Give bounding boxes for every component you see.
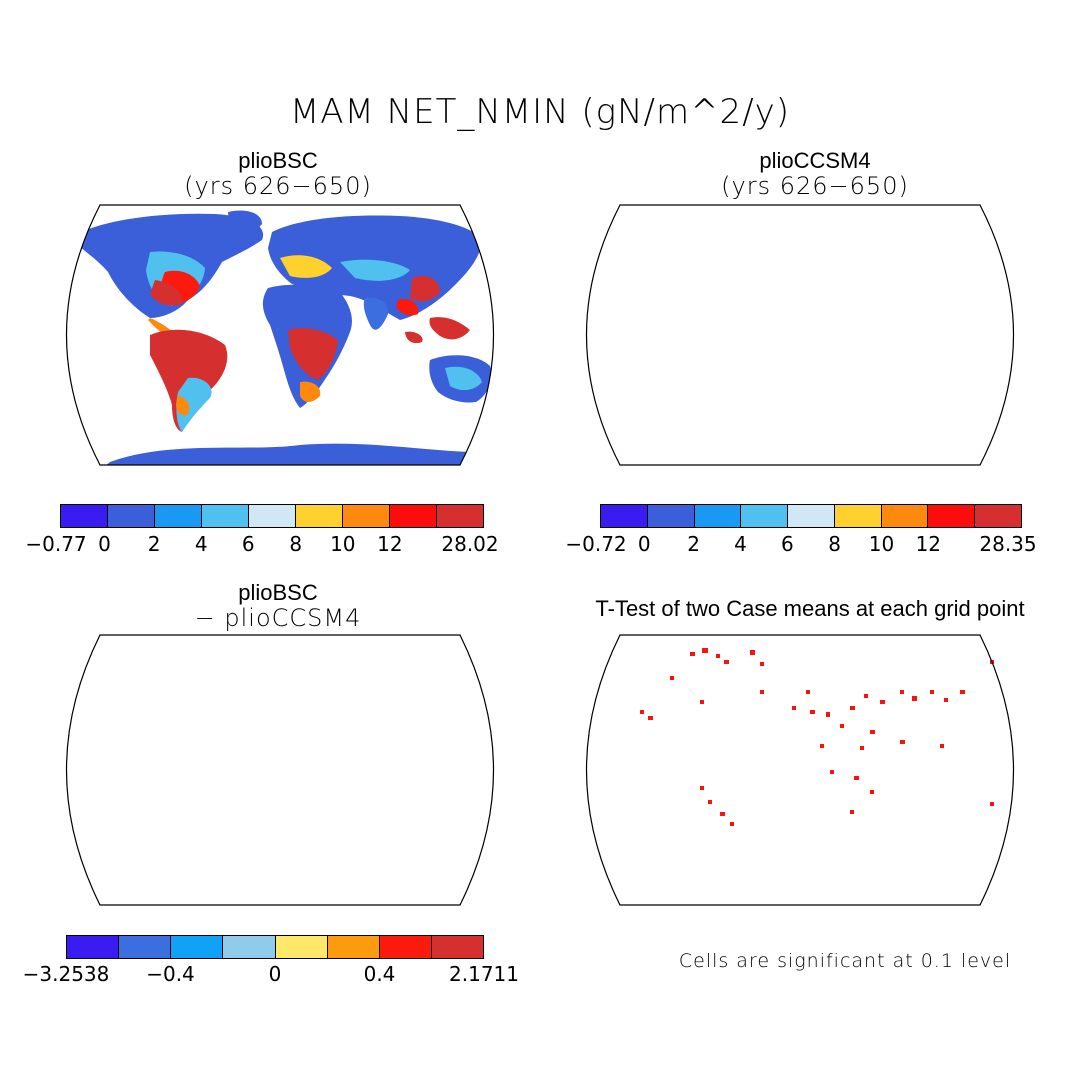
colorbar-tick-label: 0.4: [363, 962, 396, 986]
north-america-outline: [590, 644, 783, 748]
colorbar-tick-label: −3.2538: [22, 962, 110, 986]
colorbar-tick-label: 8: [289, 532, 303, 556]
colorbar-tick-label: 0: [637, 532, 651, 556]
colorbar-swatch: [343, 505, 390, 527]
map-outline: [65, 634, 495, 906]
antarctica-land: [100, 443, 470, 465]
colorbar-tick-label: 10: [868, 532, 895, 556]
panel-subtitle-bottom-left: − plioCCSM4: [194, 604, 362, 632]
antarctica-outline: [630, 874, 990, 892]
colorbar-swatch: [171, 936, 224, 958]
significant-cells: [640, 648, 994, 826]
colorbar-tick-label: 2: [687, 532, 701, 556]
colorbar-swatch: [834, 505, 882, 527]
panel-subtitle-top-right: (yrs 626−650): [721, 172, 909, 200]
australia-outline: [949, 785, 1011, 832]
colorbar-swatch: [327, 936, 380, 958]
colorbar-swatch: [67, 936, 120, 958]
colorbar-tick-label: 12: [915, 532, 942, 556]
figure-title: MAM NET_NMIN (gN/m^2/y): [289, 92, 791, 132]
colorbar-swatch: [119, 936, 172, 958]
colorbar-swatch: [108, 505, 155, 527]
colorbar-swatch: [379, 936, 432, 958]
colorbar-swatch: [390, 505, 437, 527]
map-outline: [66, 204, 494, 466]
colorbar-swatch: [275, 936, 328, 958]
eurasia-outline: [788, 646, 1002, 750]
colorbar-tick-label: 6: [241, 532, 255, 556]
south-america-outline: [670, 760, 747, 862]
colorbar-tick-label: 28.02: [441, 532, 499, 556]
colorbar-tick-label: 10: [330, 532, 356, 556]
colorbar-swatch: [928, 505, 976, 527]
colorbar-top-right: [600, 504, 1022, 528]
colorbar-tick-label: −0.72: [565, 532, 627, 556]
colorbar-tick-label: 28.35: [979, 532, 1037, 556]
panel-title-bottom-right: T-Test of two Case means at each grid po…: [595, 596, 1025, 621]
map-outline: [586, 204, 1014, 466]
colorbar-swatch: [788, 505, 835, 527]
colorbar-tick-label: 4: [194, 532, 208, 556]
colorbar-tick-label: 4: [734, 532, 747, 556]
colorbar-bottom-left: [66, 935, 484, 959]
colorbar-tick-label: 12: [377, 532, 403, 556]
colorbar-tick-label: 6: [780, 532, 794, 556]
greenland-land: [228, 210, 262, 235]
colorbar-swatch: [431, 936, 483, 958]
colorbar-tick-label: 2.1711: [449, 962, 519, 986]
colorbar-swatch: [694, 505, 742, 527]
colorbar-swatch: [881, 505, 929, 527]
panel-subtitle-top-left: (yrs 626−650): [184, 172, 372, 200]
colorbar-tick-label: 0: [98, 532, 111, 556]
colorbar-swatch: [741, 505, 789, 527]
colorbar-swatch: [975, 505, 1022, 527]
colorbar-tick-label: 8: [828, 532, 841, 556]
colorbar-tick-label: 0: [268, 962, 282, 986]
colorbar-swatch: [155, 505, 202, 527]
panel-title-top-right: plioCCSM4: [759, 148, 871, 173]
colorbar-tick-label: −0.77: [25, 532, 87, 556]
colorbar-labels-top-right: −0.72 0 2 4 6 8 10 12 28.35: [565, 532, 1036, 558]
panel-title-bottom-left: plioBSC: [238, 580, 318, 605]
panel-title-top-left: plioBSC: [238, 148, 318, 173]
colorbar-labels-top-left: −0.77 0 2 4 6 8 10 12 28.02: [25, 532, 498, 558]
colorbar-swatch: [437, 505, 483, 527]
colorbar-swatch: [202, 505, 249, 527]
colorbar-swatch: [223, 936, 276, 958]
colorbar-labels-bottom-left: −3.2538 −0.4 0 0.4 2.1711: [23, 962, 519, 988]
colorbar-tick-label: 2: [147, 532, 161, 556]
colorbar-swatch: [601, 505, 648, 527]
colorbar-swatch: [61, 505, 108, 527]
map-outline: [585, 634, 1015, 906]
significance-note: Cells are significant at 0.1 level: [678, 950, 1012, 972]
colorbar-tick-label: −0.4: [146, 962, 195, 986]
colorbar-swatch: [296, 505, 343, 527]
colorbar-top-left: [60, 504, 484, 528]
colorbar-swatch: [249, 505, 296, 527]
colorbar-swatch: [647, 505, 695, 527]
